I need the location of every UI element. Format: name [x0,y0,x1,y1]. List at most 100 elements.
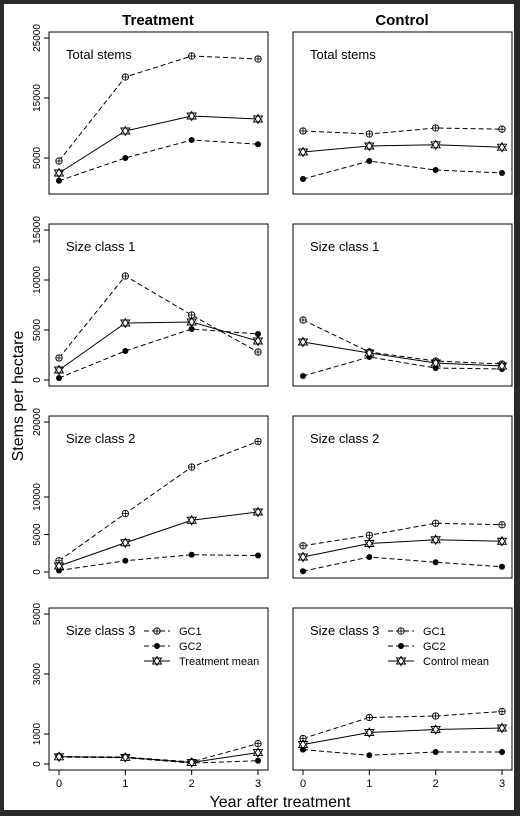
point-gc2 [255,331,261,337]
point-mean [297,553,309,563]
series-line-gc1 [302,522,503,547]
point-gc2 [432,167,439,173]
panel-treatment-size-class-1: Size class 1 0 5000 10000 15000 [32,216,269,387]
panel-treatment-size-class-2: Size class 2 0 5000 10000 20000 [32,408,269,579]
x-axis-label: Year after treatment [210,794,351,810]
series-line-gc1 [302,127,503,135]
point-gc2 [188,551,195,558]
point-gc2 [255,552,261,559]
point-mean [496,143,508,153]
point-gc2 [398,643,404,649]
panel-control-total-stems: Total stems [292,31,513,195]
point-mean [364,142,375,152]
y-tick-label: 5000 [32,146,43,169]
legend-entry-treatment-mean: Treatment mean [179,656,259,668]
panel-frame [48,223,269,387]
point-mean [252,749,264,758]
legend-entry-control-mean: Control mean [423,656,489,668]
point-mean [252,115,264,125]
point-gc2 [122,155,129,161]
series-line-treatment-mean [58,321,259,371]
panel-frame [292,415,513,579]
point-mean [297,741,309,750]
series-line-gc1 [58,55,259,162]
y-tick-label: 3000 [32,662,43,685]
point-mean [120,539,131,549]
point-mean [252,337,264,347]
point-gc2 [56,177,62,184]
series-line-gc1 [58,275,259,359]
y-tick-label: 0 [32,569,43,575]
point-mean [496,362,508,372]
point-mean [496,537,508,547]
point-gc2 [366,158,373,164]
y-tick-label: 15000 [32,216,43,244]
panel-treatment-size-class-3: Size class 3 0 1000 3000 5000 0 1 2 3 GC1 GC2 Treat… [32,602,269,790]
point-mean [151,657,163,667]
panel-frame [48,607,269,771]
panel-label: Size class 3 [66,623,135,638]
point-mean [53,562,65,572]
series-line-gc2 [302,356,503,377]
panel-frame [48,31,269,195]
y-tick-label: 10000 [32,266,43,294]
point-mean [186,759,197,768]
series-line-gc2 [58,328,259,379]
series-line-gc2 [58,554,259,571]
legend-entry-gc2: GC2 [179,641,202,653]
panel-label: Total stems [310,47,376,62]
series-line-control-mean [302,144,503,153]
panel-label: Size class 2 [310,431,379,446]
point-mean [120,127,131,137]
y-tick-label: 0 [32,377,43,383]
column-title-control: Control [375,12,428,29]
point-mean [297,338,309,348]
point-gc2 [432,559,439,566]
point-gc2 [300,373,306,379]
x-tick-label: 1 [122,778,128,790]
panel-frame [292,31,513,195]
point-mean [297,148,309,158]
y-tick-label: 20000 [32,408,43,436]
panel-label: Size class 3 [310,623,379,638]
point-mean [364,729,375,738]
point-gc2 [432,749,439,755]
point-gc2 [56,375,62,381]
x-tick-label: 0 [56,778,62,790]
chart-figure: Treatment Control Stems per hectare Year… [10,12,513,811]
y-axis-label: Stems per hectare [10,331,27,462]
point-gc2 [366,554,373,560]
series-line-treatment-mean [58,115,259,174]
point-mean [53,753,65,763]
column-title-treatment: Treatment [122,12,194,29]
point-gc2 [499,563,505,570]
point-mean [430,726,441,735]
y-tick-label: 5000 [32,602,43,625]
x-tick-label: 0 [300,778,306,790]
panel-label: Size class 1 [66,239,135,254]
point-mean [430,536,441,546]
panel-control-size-class-1: Size class 1 [292,223,513,387]
point-mean [395,657,407,667]
point-mean [186,516,197,526]
point-mean [186,112,197,122]
series-line-control-mean [302,539,503,558]
point-mean [430,359,441,369]
series-line-gc2 [58,139,259,182]
point-mean [120,319,131,329]
legend-entry-gc1: GC1 [423,626,446,638]
y-tick-label: 5000 [32,523,43,546]
point-gc2 [255,141,261,148]
y-tick-label: 5000 [32,318,43,341]
x-tick-label: 2 [433,778,439,790]
series-line-gc1 [302,711,503,739]
point-gc2 [122,348,129,354]
panel-control-size-class-2: Size class 2 [292,415,513,579]
point-mean [53,366,65,376]
series-line-treatment-mean [58,752,259,764]
panel-frame [292,607,513,771]
panel-label: Size class 2 [66,431,135,446]
point-mean [364,540,375,549]
figure-frame: Treatment Control Stems per hectare Year… [4,4,514,811]
series-line-control-mean [302,727,503,745]
